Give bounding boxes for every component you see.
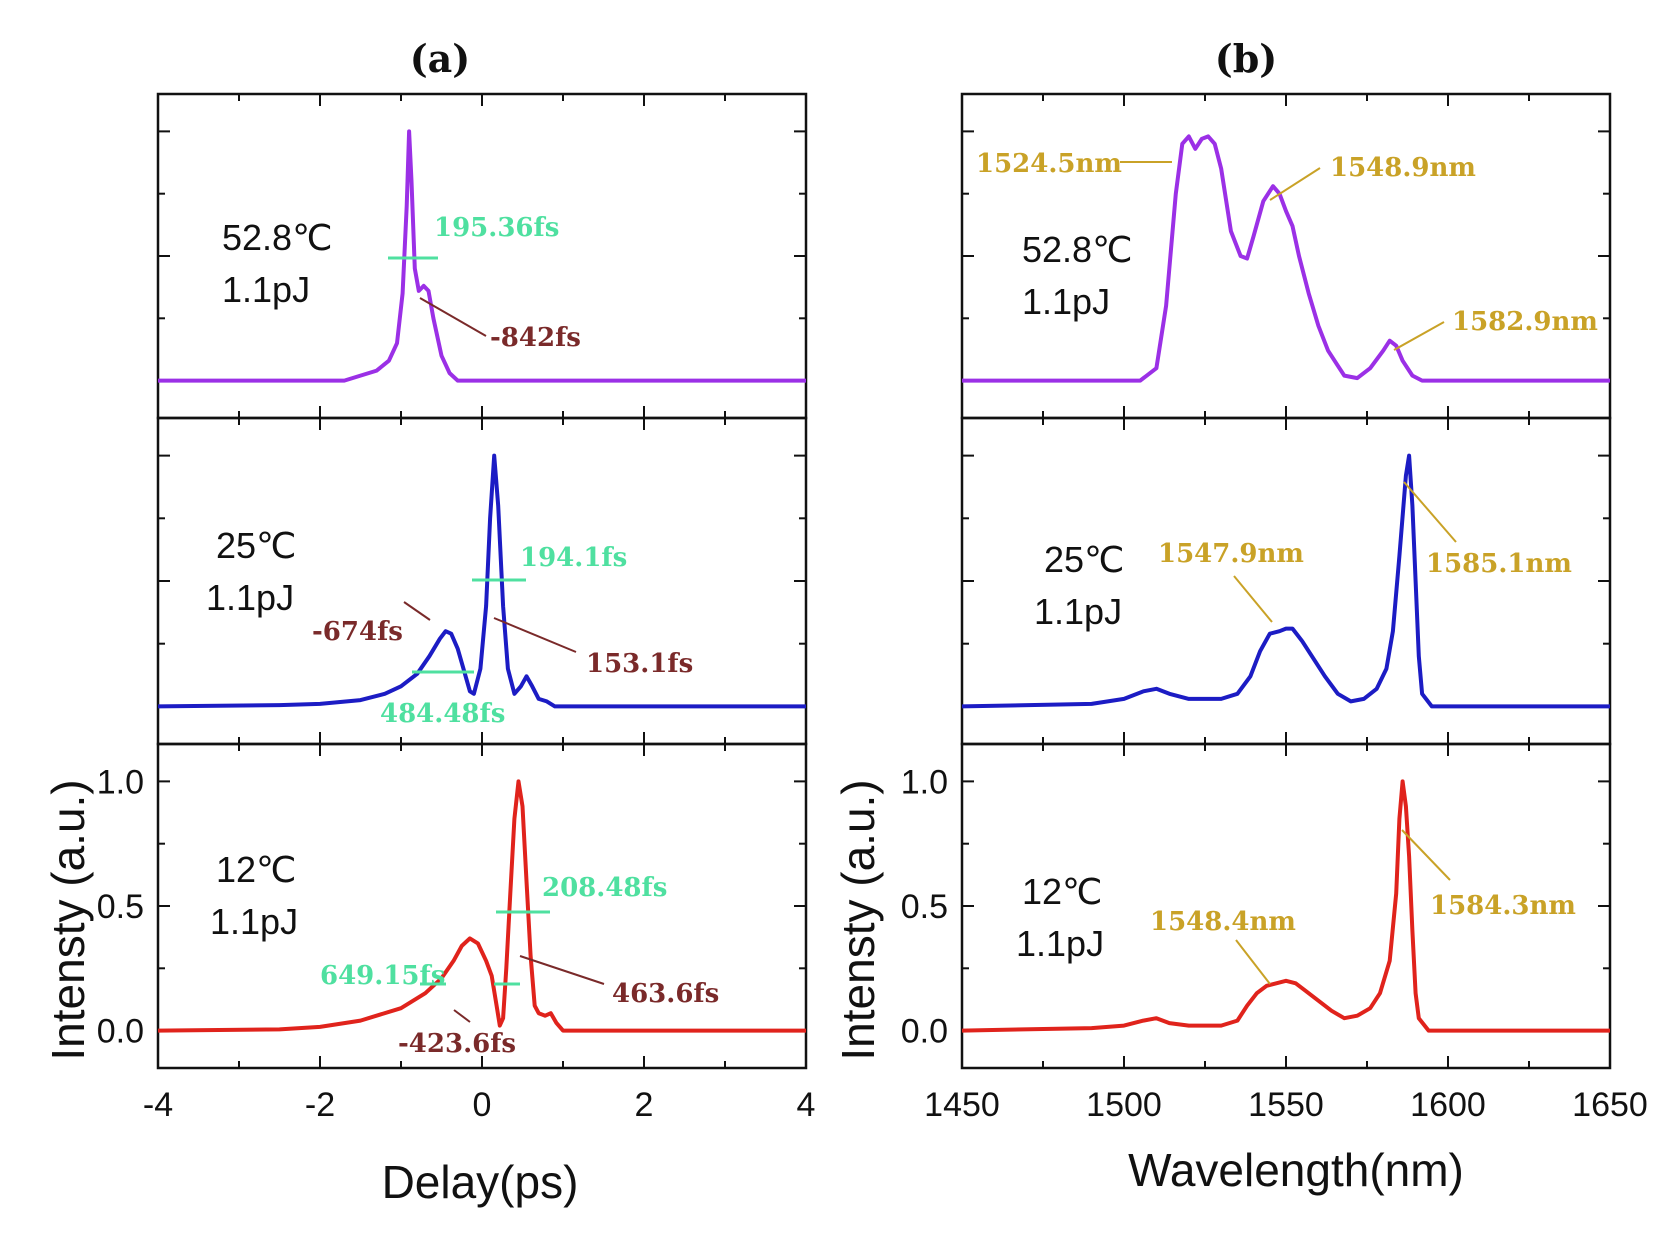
series-line-a-0: [158, 129, 806, 383]
x-tick-label: 1600: [1410, 1086, 1486, 1124]
panel-frame-b-1: [960, 416, 1612, 746]
annotation-arrow: [453, 1009, 471, 1023]
y-axis-label-b: Intensty (a.u.): [832, 779, 884, 1060]
panel-a-title: (a): [410, 36, 471, 81]
a-top-temp: 52.8℃: [222, 217, 333, 258]
y-tick-label: 0.0: [901, 1013, 948, 1051]
ann-a-bot-delay-left: -423.6fs: [398, 1029, 516, 1059]
b-bot-temp: 12℃: [1022, 871, 1102, 912]
y-tick-label: 1.0: [901, 763, 948, 801]
annotation-arrow: [1233, 575, 1273, 623]
annotation-arrow: [519, 955, 605, 985]
ann-a-mid-fwhm: 194.1fs: [520, 543, 627, 573]
a-bot-energy: 1.1pJ: [210, 901, 298, 942]
annotation-arrow: [1269, 167, 1321, 201]
b-mid-energy: 1.1pJ: [1034, 591, 1122, 632]
ann-a-bot-delay-right: 463.6fs: [612, 979, 719, 1009]
x-tick-label: -2: [305, 1086, 335, 1124]
y-tick-label: 0.0: [97, 1013, 144, 1051]
b-bot-energy: 1.1pJ: [1016, 923, 1104, 964]
x-tick-label: 1500: [1086, 1086, 1162, 1124]
series-line-b-1: [961, 453, 1610, 709]
b-top-energy: 1.1pJ: [1022, 281, 1110, 322]
x-tick-label: 4: [797, 1086, 816, 1124]
ann-b-bot-peak1: 1548.4nm: [1150, 907, 1296, 937]
plot-area: 0.0 0.5 1.0 -4 -2 0 2 4 0.0 0.5 1.0 1450 1500 1550 160…: [97, 92, 1648, 1124]
x-tick-label: 0: [473, 1086, 492, 1124]
x-tick-label: 1650: [1572, 1086, 1648, 1124]
a-mid-temp: 25℃: [216, 525, 296, 566]
a-mid-energy: 1.1pJ: [206, 577, 294, 618]
annotation-arrow: [493, 617, 577, 653]
ann-a-top-fwhm: 195.36fs: [434, 213, 559, 243]
x-tick-label: 2: [635, 1086, 654, 1124]
ann-b-top-peak2: 1548.9nm: [1330, 153, 1476, 183]
ann-b-mid-peak2: 1585.1nm: [1426, 549, 1572, 579]
ann-a-mid-delay-left: -674fs: [312, 617, 403, 647]
a-bot-temp: 12℃: [216, 849, 296, 890]
series-line-a-1: [157, 453, 806, 709]
y-tick-label: 0.5: [901, 888, 948, 926]
ann-b-top-peak3: 1582.9nm: [1452, 307, 1598, 337]
a-top-energy: 1.1pJ: [222, 269, 310, 310]
x-tick-label: -4: [143, 1086, 173, 1124]
ann-a-mid-delay-right: 153.1fs: [586, 649, 693, 679]
panel-b-title: (b): [1215, 36, 1278, 81]
annotation-arrow: [1393, 321, 1445, 351]
annotation-arrow: [1401, 829, 1451, 881]
series-line-b-0: [962, 134, 1610, 383]
annotation-arrow: [403, 601, 431, 621]
series-line-b-2: [961, 779, 1610, 1033]
x-axis-label-a: Delay(ps): [382, 1156, 579, 1208]
series-line-a-2: [157, 779, 806, 1033]
b-top-temp: 52.8℃: [1022, 229, 1133, 270]
x-tick-label: 1450: [924, 1086, 1000, 1124]
ann-a-bot-fwhm2: 649.15fs: [320, 961, 445, 991]
annotation-arrow: [419, 297, 487, 337]
ann-b-mid-peak1: 1547.9nm: [1158, 539, 1304, 569]
ann-a-bot-fwhm: 208.48fs: [542, 873, 667, 903]
y-tick-label: 0.5: [97, 888, 144, 926]
y-axis-label-a: Intensty (a.u.): [42, 779, 94, 1060]
ann-b-top-peak1: 1524.5nm: [976, 149, 1122, 179]
y-tick-label: 1.0: [97, 763, 144, 801]
ann-b-bot-peak2: 1584.3nm: [1430, 891, 1576, 921]
x-axis-label-b: Wavelength(nm): [1128, 1144, 1464, 1196]
ann-a-mid-fwhm2: 484.48fs: [380, 699, 505, 729]
annotation-arrow: [1403, 481, 1457, 543]
annotation-arrow: [1235, 939, 1271, 985]
x-tick-label: 1550: [1248, 1086, 1324, 1124]
ann-a-top-delay: -842fs: [490, 323, 581, 353]
b-mid-temp: 25℃: [1044, 539, 1124, 580]
